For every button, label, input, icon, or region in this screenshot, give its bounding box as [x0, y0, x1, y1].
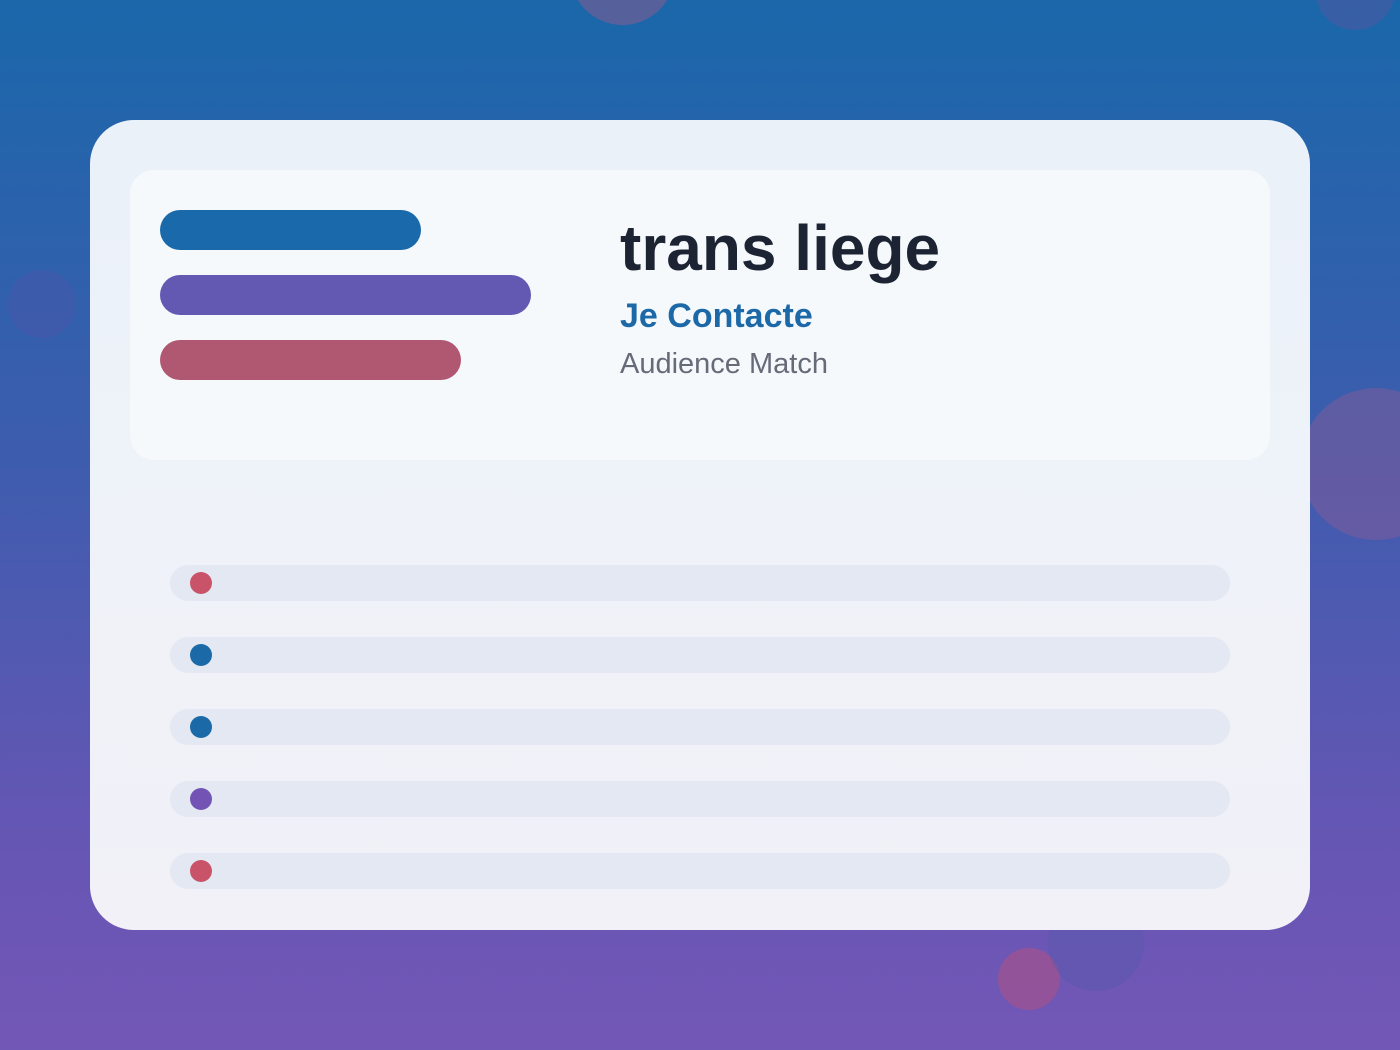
header-panel: trans liege Je Contacte Audience Match: [130, 170, 1270, 460]
background-bubble: [1315, 0, 1395, 30]
status-dot: [190, 788, 212, 810]
accent-bar-pink: [160, 340, 461, 380]
list-item: [170, 565, 1230, 601]
status-dot: [190, 716, 212, 738]
status-dot: [190, 572, 212, 594]
background-bubble: [1300, 388, 1400, 540]
list-item: [170, 853, 1230, 889]
list-item: [170, 709, 1230, 745]
list-item: [170, 637, 1230, 673]
status-dot: [190, 644, 212, 666]
list: [170, 565, 1230, 925]
tagline: Audience Match: [620, 348, 828, 380]
accent-bar-blue: [160, 210, 421, 250]
background-bubble: [8, 270, 76, 338]
accent-bar-purple: [160, 275, 531, 315]
main-card: trans liege Je Contacte Audience Match: [90, 120, 1310, 930]
status-dot: [190, 860, 212, 882]
list-item: [170, 781, 1230, 817]
page-title: trans liege: [620, 212, 941, 284]
background-bubble: [998, 948, 1060, 1010]
subtitle-link[interactable]: Je Contacte: [620, 297, 813, 335]
background-bubble: [570, 0, 675, 25]
